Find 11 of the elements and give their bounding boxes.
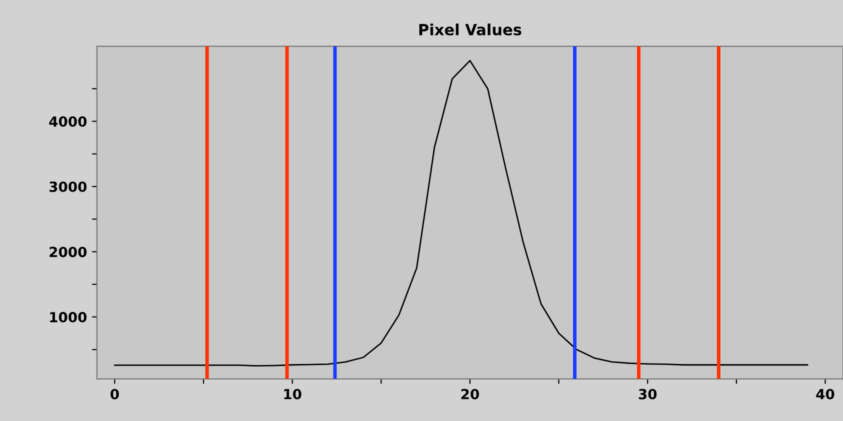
chart-title: Pixel Values	[419, 24, 522, 36]
x-tick-label: 0	[110, 388, 119, 400]
x-tick-label: 30	[638, 388, 657, 400]
x-tick-label: 20	[461, 388, 479, 400]
x-tick-label: 10	[284, 388, 302, 400]
x-tick-label: 40	[816, 388, 834, 400]
y-tick-label: 1000	[50, 312, 87, 322]
y-tick-label: 2000	[50, 246, 87, 258]
y-tick-label: 3000	[49, 181, 87, 192]
y-tick-label: 4000	[49, 116, 87, 127]
line-series	[114, 60, 808, 367]
